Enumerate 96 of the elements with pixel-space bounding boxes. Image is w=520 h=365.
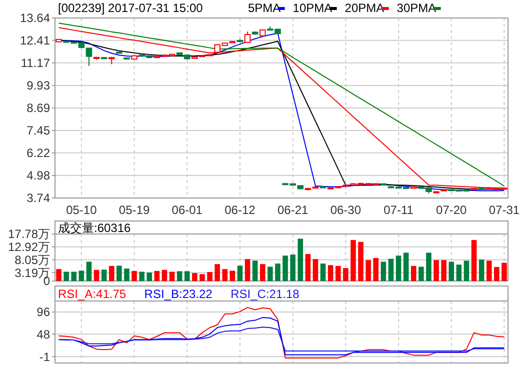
x-tick-label: 06-30 xyxy=(330,203,362,217)
bar xyxy=(132,270,137,281)
x-tick-label: 06-12 xyxy=(224,203,256,217)
y-tick-label: 7.45 xyxy=(26,124,50,138)
bar xyxy=(335,266,341,281)
y-tick-label: 3.74 xyxy=(26,191,50,206)
bar xyxy=(418,266,424,281)
bar xyxy=(305,254,311,281)
chart-title: [002239] 2017-07-31 15:00 xyxy=(58,1,204,15)
bar xyxy=(388,258,394,281)
bar xyxy=(275,264,280,281)
bar xyxy=(366,260,371,281)
y-tick-label: 8.05万 xyxy=(14,252,50,267)
x-tick-label: 07-20 xyxy=(436,203,468,217)
y-tick-label: 4.98 xyxy=(26,168,50,183)
y-tick-label: 9.93 xyxy=(26,78,50,93)
bar xyxy=(396,256,402,281)
bar xyxy=(478,260,484,281)
text: RSI_C:21.18 xyxy=(230,287,300,301)
bar xyxy=(343,268,348,281)
bar xyxy=(434,260,439,281)
legend-label: 30PMA xyxy=(396,1,436,15)
bar xyxy=(380,262,386,281)
bar xyxy=(146,272,152,281)
bar xyxy=(260,264,266,281)
bar xyxy=(448,262,454,281)
y-tick-label: 17.78万 xyxy=(8,227,50,242)
bar xyxy=(350,240,356,281)
x-tick-label: 07-31 xyxy=(488,203,520,217)
bar xyxy=(230,270,236,281)
bar xyxy=(56,269,62,281)
text: RSI_A:41.75 xyxy=(58,287,126,301)
y-tick-label: 12.92万 xyxy=(8,240,50,254)
bar xyxy=(358,242,364,281)
bar xyxy=(78,270,84,281)
bar xyxy=(64,272,69,281)
bar xyxy=(200,274,205,281)
bar xyxy=(410,266,416,281)
bar xyxy=(328,265,334,281)
bar xyxy=(312,259,318,281)
bar xyxy=(101,270,107,281)
bar xyxy=(403,252,409,281)
bar xyxy=(426,252,432,281)
y-tick-label: 48 xyxy=(36,327,50,342)
bar xyxy=(456,264,462,281)
legend-label: 5PMA xyxy=(248,1,281,15)
bar xyxy=(162,270,168,281)
bar xyxy=(207,272,212,281)
line-series xyxy=(58,326,505,352)
bar xyxy=(176,271,182,281)
y-tick-label: 13.64 xyxy=(20,11,50,26)
bar xyxy=(373,258,379,281)
bar xyxy=(94,270,100,281)
legend-label: 20PMA xyxy=(344,1,384,15)
x-tick-label: 05-19 xyxy=(118,203,150,217)
bar xyxy=(71,272,77,281)
x-tick-label: 06-21 xyxy=(277,203,308,217)
line-series xyxy=(58,306,505,358)
bar xyxy=(290,254,296,281)
y-tick-label: 6.22 xyxy=(26,146,50,160)
chart-title: 成交量:60316 xyxy=(58,221,132,235)
y-tick-label: 96 xyxy=(36,305,50,320)
y-tick-label: 12.41 xyxy=(20,34,50,48)
bar xyxy=(124,268,130,281)
candlestick xyxy=(244,31,251,44)
x-tick-label: 06-01 xyxy=(172,203,203,217)
bar xyxy=(116,266,122,281)
text: RSI_B:23.22 xyxy=(144,287,213,301)
bar xyxy=(169,272,175,281)
x-tick-label: 07-11 xyxy=(384,203,414,217)
x-tick-label: 05-10 xyxy=(66,203,98,217)
bar xyxy=(282,256,288,281)
legend-label: 10PMA xyxy=(292,1,332,15)
bar xyxy=(471,240,477,281)
bar xyxy=(244,259,250,281)
y-tick-label: 11.17 xyxy=(20,56,50,70)
bar xyxy=(320,264,326,281)
y-tick-label: 8.69 xyxy=(26,101,50,116)
bar xyxy=(441,260,446,281)
bar xyxy=(237,266,243,281)
bar xyxy=(486,260,492,281)
bar xyxy=(214,264,220,281)
bar xyxy=(139,272,144,281)
y-tick-label: -1 xyxy=(39,350,50,364)
bar xyxy=(298,238,304,281)
bar xyxy=(184,271,190,281)
bar xyxy=(502,262,507,281)
bar xyxy=(464,260,470,281)
bar xyxy=(222,269,228,281)
bar xyxy=(252,260,258,281)
bar xyxy=(86,262,92,281)
bar xyxy=(154,270,160,281)
bar xyxy=(108,266,114,281)
bar xyxy=(268,266,273,281)
bar xyxy=(192,273,198,281)
bar xyxy=(494,266,500,281)
